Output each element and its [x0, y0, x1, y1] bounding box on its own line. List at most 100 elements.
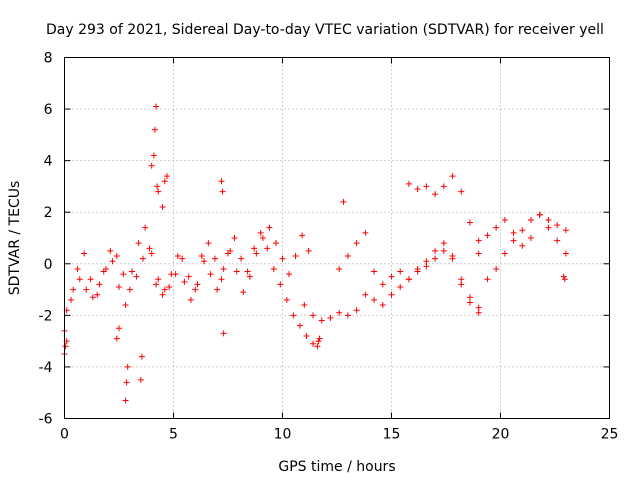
- data-point: [244, 268, 251, 275]
- data-point: [344, 253, 351, 260]
- data-point: [449, 253, 456, 260]
- data-point: [74, 265, 81, 272]
- data-point: [432, 247, 439, 254]
- data-point: [440, 240, 447, 247]
- data-point: [153, 281, 160, 288]
- data-point: [286, 271, 293, 278]
- data-point: [501, 250, 508, 257]
- data-point: [562, 227, 569, 234]
- data-point: [270, 265, 277, 272]
- data-point: [120, 271, 127, 278]
- y-tick-label: -6: [39, 412, 53, 428]
- y-tick-label: -4: [39, 360, 53, 376]
- data-point: [135, 240, 142, 247]
- data-point: [290, 312, 297, 319]
- data-point: [475, 237, 482, 244]
- data-point: [318, 317, 325, 324]
- data-point: [272, 240, 279, 247]
- data-point: [146, 245, 153, 252]
- data-point: [466, 219, 473, 226]
- data-point: [192, 286, 199, 293]
- data-point: [142, 224, 149, 231]
- data-point: [154, 183, 161, 190]
- x-tick-label: 15: [383, 427, 401, 443]
- data-point: [266, 224, 273, 231]
- data-point: [218, 178, 225, 185]
- data-point: [336, 309, 343, 316]
- data-point: [83, 286, 90, 293]
- data-point: [493, 265, 500, 272]
- data-point: [220, 330, 227, 337]
- data-point: [122, 302, 129, 309]
- data-point: [70, 286, 77, 293]
- data-point: [259, 235, 266, 241]
- data-point: [133, 273, 140, 280]
- data-point: [379, 302, 386, 309]
- data-point: [562, 250, 569, 257]
- y-tick-label: -2: [39, 308, 53, 324]
- data-point: [405, 180, 412, 187]
- data-point: [414, 186, 421, 193]
- data-point: [340, 198, 347, 205]
- data-point: [126, 286, 133, 293]
- x-tick-label: 20: [492, 427, 510, 443]
- data-point: [423, 258, 430, 265]
- data-point: [181, 278, 188, 285]
- data-point: [151, 126, 158, 133]
- data-point: [153, 103, 160, 110]
- data-point: [76, 276, 83, 283]
- data-point: [423, 263, 430, 270]
- data-point: [264, 245, 271, 252]
- data-point: [554, 222, 561, 229]
- data-point: [283, 296, 290, 303]
- series-track-6: [475, 211, 569, 257]
- data-point: [220, 265, 227, 272]
- series-spikes: [61, 103, 568, 404]
- data-point: [87, 276, 94, 283]
- data-point: [458, 188, 465, 195]
- data-point: [449, 173, 456, 180]
- data-points: [61, 103, 569, 404]
- data-point: [150, 152, 157, 159]
- data-point: [296, 322, 303, 329]
- x-tick-labels: 0 5 10 15 20 25: [60, 427, 618, 443]
- data-point: [362, 229, 369, 236]
- data-point: [371, 296, 378, 303]
- data-point: [414, 265, 421, 272]
- data-point: [122, 397, 129, 404]
- y-axis-label: SDTVAR / TECUs: [7, 181, 23, 296]
- data-point: [123, 379, 130, 386]
- data-point: [458, 276, 465, 283]
- grid: [64, 57, 610, 419]
- data-point: [129, 268, 136, 275]
- data-point: [277, 281, 284, 288]
- data-point: [62, 343, 69, 350]
- data-point: [159, 204, 166, 211]
- data-point: [166, 283, 173, 290]
- data-point: [163, 173, 170, 180]
- data-point: [161, 286, 168, 293]
- data-point: [305, 247, 312, 254]
- data-point: [327, 314, 334, 321]
- data-point: [148, 250, 155, 257]
- data-point: [116, 325, 122, 332]
- data-point: [554, 237, 561, 244]
- data-point: [545, 216, 552, 223]
- data-point: [292, 253, 299, 260]
- axis-ticks: [64, 57, 610, 419]
- data-point: [501, 216, 508, 223]
- data-point: [484, 276, 491, 283]
- data-point: [279, 255, 286, 262]
- data-point: [388, 273, 395, 280]
- data-point: [109, 258, 116, 265]
- data-point: [185, 273, 192, 280]
- x-axis-label: GPS time / hours: [278, 459, 395, 475]
- data-point: [536, 211, 543, 218]
- data-point: [315, 338, 322, 345]
- data-point: [561, 276, 568, 283]
- data-point: [113, 335, 120, 342]
- series-track-5: [405, 173, 569, 283]
- y-tick-label: 6: [44, 102, 53, 118]
- chart-title: Day 293 of 2021, Sidereal Day-to-day VTE…: [46, 22, 604, 38]
